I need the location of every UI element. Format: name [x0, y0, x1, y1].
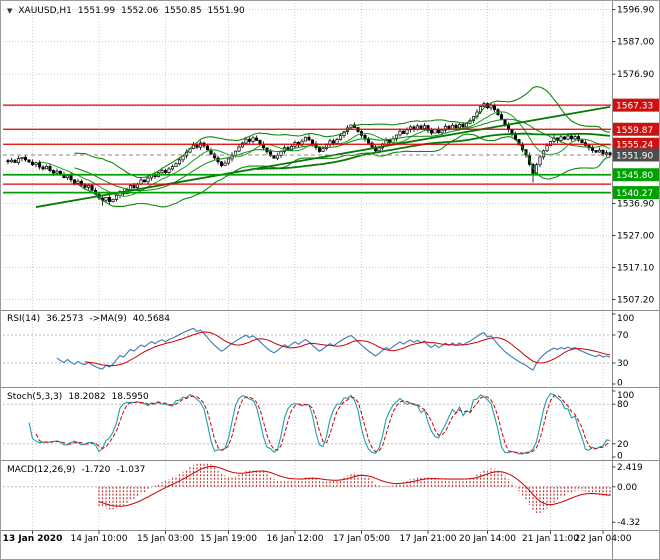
svg-text:1567.33: 1567.33 — [616, 102, 653, 112]
ohlc-high-value: 1552.06 — [121, 6, 159, 16]
time-axis-label: 15 Jan 03:00 — [137, 534, 194, 544]
svg-text:-4.32: -4.32 — [617, 518, 640, 528]
time-axis-label: 17 Jan 21:00 — [399, 534, 457, 544]
svg-text:1540.27: 1540.27 — [616, 189, 653, 199]
time-axis-label: 22 Jan 04:00 — [574, 534, 632, 544]
symbol-timeframe-label: XAUUSD,H1 — [18, 6, 72, 16]
svg-text:2.419: 2.419 — [617, 463, 643, 473]
stoch-d-value: 18.5950 — [111, 392, 149, 402]
svg-text:1559.87: 1559.87 — [616, 126, 653, 136]
rsi-value: 36.2573 — [46, 314, 84, 324]
svg-text:100: 100 — [617, 391, 634, 401]
svg-text:1596.90: 1596.90 — [617, 6, 654, 16]
svg-text:70: 70 — [617, 331, 629, 341]
svg-text:80: 80 — [617, 400, 629, 410]
rsi-ma-value: 40.5684 — [132, 314, 171, 324]
svg-text:20: 20 — [617, 440, 629, 450]
macd-signal-value: -1.037 — [116, 465, 146, 475]
svg-text:1587.00: 1587.00 — [617, 38, 654, 48]
stoch-k-value: 18.2082 — [68, 392, 106, 402]
ohlc-low-value: 1550.85 — [164, 6, 202, 16]
rsi-ma-name: ->MA(9) — [89, 314, 127, 324]
svg-text:30: 30 — [617, 359, 629, 369]
svg-text:0.00: 0.00 — [617, 483, 637, 493]
svg-text:1517.10: 1517.10 — [617, 264, 654, 274]
time-axis-label: 15 Jan 19:00 — [200, 534, 257, 544]
rsi-label: RSI(14) 36.2573 ->MA(9) 40.5684 — [7, 314, 170, 324]
svg-text:1576.90: 1576.90 — [617, 70, 654, 80]
ohlc-close-value: 1551.90 — [207, 6, 245, 16]
svg-text:1536.90: 1536.90 — [617, 200, 654, 210]
svg-text:1527.00: 1527.00 — [617, 232, 654, 242]
stochastic-label: Stoch(5,3,3) 18.2082 18.5950 — [7, 392, 149, 402]
svg-text:1551.90: 1551.90 — [616, 152, 653, 162]
rsi-name: RSI(14) — [7, 314, 41, 324]
time-axis-label: 20 Jan 14:00 — [459, 534, 516, 544]
time-axis-label: 13 Jan 2020 — [2, 534, 63, 544]
time-axis-label: 21 Jan 11:00 — [522, 534, 579, 544]
ohlc-open-value: 1551.99 — [77, 6, 116, 16]
symbol-dropdown-icon[interactable]: ▼ — [7, 7, 13, 15]
time-axis[interactable]: 13 Jan 2020 14 Jan 10:00 15 Jan 03:00 15 Ja… — [1, 534, 659, 550]
svg-text:0: 0 — [617, 379, 623, 389]
svg-text:0: 0 — [617, 452, 623, 462]
chart-header: ▼ XAUUSD,H1 1551.99 1552.06 1550.85 1551… — [7, 6, 245, 16]
macd-name: MACD(12,26,9) — [7, 465, 76, 475]
stoch-name: Stoch(5,3,3) — [7, 392, 63, 402]
svg-text:1545.80: 1545.80 — [616, 171, 653, 181]
time-axis-label: 14 Jan 10:00 — [70, 534, 128, 544]
svg-text:1507.20: 1507.20 — [617, 296, 654, 306]
macd-value: -1.720 — [81, 465, 111, 475]
time-axis-label: 17 Jan 05:00 — [333, 534, 390, 544]
time-axis-label: 16 Jan 12:00 — [266, 534, 324, 544]
svg-text:100: 100 — [617, 314, 634, 324]
svg-text:1555.24: 1555.24 — [616, 141, 653, 151]
macd-label: MACD(12,26,9) -1.720 -1.037 — [7, 465, 145, 475]
